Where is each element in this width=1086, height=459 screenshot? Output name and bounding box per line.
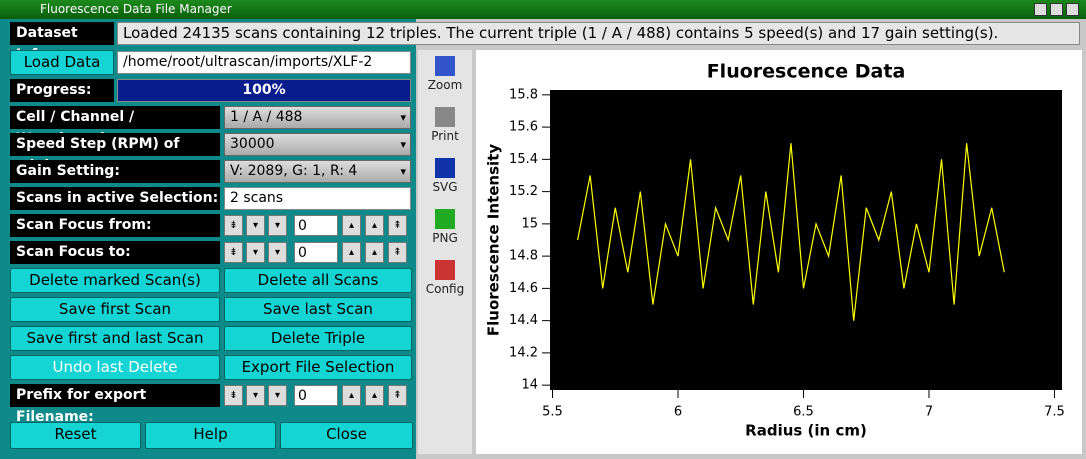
spin-value[interactable]: 0	[294, 242, 338, 263]
bottom-button[interactable]: Reset	[10, 422, 141, 449]
maximize-button[interactable]	[1050, 3, 1063, 16]
action-button[interactable]: Save last Scan	[224, 297, 412, 322]
x-axis-label: Radius (in cm)	[745, 422, 867, 440]
y-tick-label: 14	[521, 378, 538, 393]
x-tick-label: 6.5	[793, 405, 814, 420]
y-tick-label: 14.4	[509, 313, 538, 328]
spin-button[interactable]: ⇞	[388, 242, 407, 263]
spin-button[interactable]: ▾	[268, 385, 287, 406]
y-tick-label: 15.4	[509, 152, 538, 167]
load-button[interactable]: Load Data	[10, 50, 114, 75]
spin-button[interactable]: ▴	[342, 215, 361, 236]
y-tick-label: 14.8	[509, 249, 538, 264]
x-tick-label: 6	[674, 405, 682, 420]
title-bar: Fluorescence Data File Manager	[0, 0, 1086, 19]
tool-icon	[435, 107, 455, 127]
y-tick-label: 14.2	[509, 345, 538, 360]
action-button[interactable]: Delete marked Scan(s)	[10, 268, 220, 293]
label: Dataset Info:	[10, 22, 114, 63]
y-tick-label: 15.2	[509, 184, 538, 199]
label: Scan Focus to:	[10, 241, 220, 264]
action-button[interactable]: Save first and last Scan	[10, 326, 220, 351]
tool-label: PNG	[432, 231, 458, 245]
path-field[interactable]: /home/root/ultrascan/imports/XLF-2	[117, 51, 411, 74]
label: Speed Step (RPM) of triple:	[10, 133, 220, 174]
spin-value[interactable]: 0	[294, 385, 338, 406]
y-axis-label: Fluorescence Intensity	[485, 144, 503, 336]
spin-value[interactable]: 0	[294, 215, 338, 236]
spin-button[interactable]: ⇟	[224, 242, 243, 263]
x-tick-label: 7.5	[1044, 405, 1065, 420]
label: Progress:	[10, 79, 114, 102]
label: Gain Setting:	[10, 160, 220, 183]
spin-button[interactable]: ⇞	[388, 385, 407, 406]
action-button[interactable]: Save first Scan	[10, 297, 220, 322]
spin-button[interactable]: ▴	[342, 242, 361, 263]
action-button[interactable]: Delete all Scans	[224, 268, 412, 293]
spin-button[interactable]: ▴	[365, 215, 384, 236]
toolbar-button[interactable]: Print	[418, 107, 472, 143]
combo-box[interactable]: V: 2089, G: 1, R: 4	[224, 160, 411, 183]
tool-icon	[435, 56, 455, 76]
toolbar-button[interactable]: Config	[418, 260, 472, 296]
action-button[interactable]: Undo last Delete	[10, 355, 220, 380]
label: Prefix for export Filename:	[10, 384, 220, 425]
label: Scan Focus from:	[10, 214, 220, 237]
tool-label: SVG	[432, 180, 458, 194]
spin-button[interactable]: ▴	[365, 385, 384, 406]
action-button[interactable]: Delete Triple	[224, 326, 412, 351]
action-button[interactable]: Export File Selection	[224, 355, 412, 380]
spin-button[interactable]: ⇞	[388, 215, 407, 236]
chart-title: Fluorescence Data	[707, 61, 906, 83]
bottom-button[interactable]: Help	[145, 422, 276, 449]
close-window-button[interactable]	[1066, 3, 1079, 16]
bottom-button[interactable]: Close	[280, 422, 413, 449]
tool-icon	[435, 260, 455, 280]
spin-button[interactable]: ▾	[246, 242, 265, 263]
y-tick-label: 15	[521, 216, 538, 231]
plot-area	[550, 90, 1062, 390]
tool-icon	[435, 158, 455, 178]
combo-box[interactable]: 30000	[224, 133, 411, 156]
y-tick-label: 14.6	[509, 281, 538, 296]
label: Cell / Channel / Wavelength:	[10, 106, 220, 147]
spin-button[interactable]: ⇟	[224, 385, 243, 406]
toolbar-button[interactable]: SVG	[418, 158, 472, 194]
toolbar-button[interactable]: Zoom	[418, 56, 472, 92]
progress-bar: 100%	[117, 79, 411, 102]
tool-icon	[435, 209, 455, 229]
spin-button[interactable]: ▾	[268, 242, 287, 263]
data-line	[577, 143, 1005, 321]
minimize-button[interactable]	[1034, 3, 1047, 16]
text-field[interactable]: 2 scans	[224, 187, 411, 210]
y-tick-label: 15.8	[509, 87, 538, 102]
tool-label: Config	[425, 282, 465, 296]
combo-box[interactable]: 1 / A / 488	[224, 106, 411, 129]
tool-label: Print	[431, 129, 459, 143]
y-tick-label: 15.6	[509, 120, 538, 135]
spin-button[interactable]: ⇟	[224, 215, 243, 236]
chart: Fluorescence Data Radius (in cm) Fluores…	[485, 61, 1065, 440]
spin-button[interactable]: ▴	[342, 385, 361, 406]
label: Scans in active Selection:	[10, 187, 220, 210]
x-tick-label: 5.5	[542, 405, 563, 420]
spin-button[interactable]: ▴	[365, 242, 384, 263]
dataset-info: Loaded 24135 scans containing 12 triples…	[117, 22, 1080, 45]
tool-label: Zoom	[427, 78, 463, 92]
spin-button[interactable]: ▾	[268, 215, 287, 236]
spin-button[interactable]: ▾	[246, 385, 265, 406]
spin-button[interactable]: ▾	[246, 215, 265, 236]
toolbar-button[interactable]: PNG	[418, 209, 472, 245]
x-tick-label: 7	[925, 405, 933, 420]
